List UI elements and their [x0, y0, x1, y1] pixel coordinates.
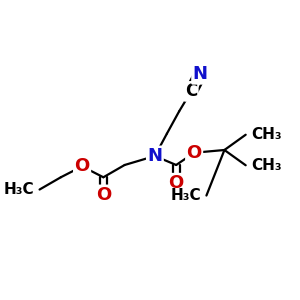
Text: N: N: [193, 65, 208, 83]
Text: O: O: [187, 144, 202, 162]
Text: H₃C: H₃C: [170, 188, 201, 203]
Text: CH₃: CH₃: [251, 127, 282, 142]
Text: C: C: [185, 82, 197, 100]
Text: O: O: [96, 186, 111, 204]
Text: N: N: [147, 147, 162, 165]
Text: O: O: [74, 158, 90, 175]
Text: O: O: [169, 174, 184, 192]
Text: H₃C: H₃C: [4, 182, 34, 197]
Text: CH₃: CH₃: [251, 158, 282, 173]
